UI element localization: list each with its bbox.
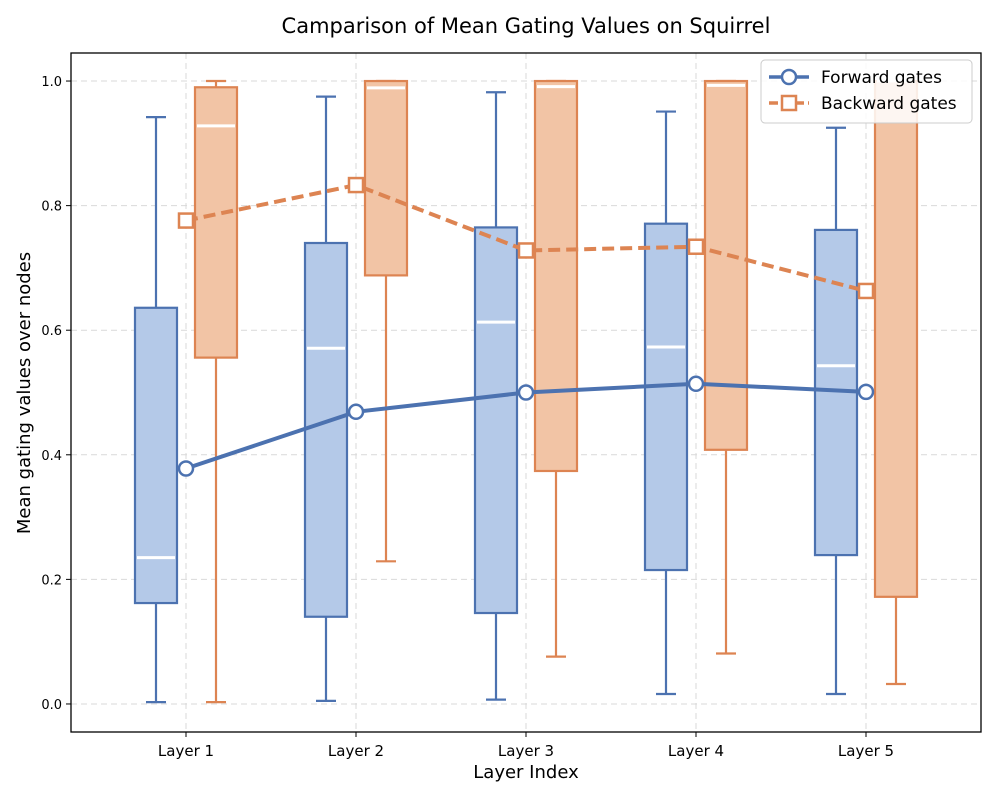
legend-forward-label: Forward gates [821,68,942,88]
box-iqr [303,241,349,618]
backward-mean-marker [347,176,365,194]
y-tick-label: 0.6 [41,324,62,339]
forward-mean-marker [687,375,705,393]
backward-box-layer-1 [193,79,239,704]
y-tick-label: 0.4 [41,449,62,464]
chart-title: Camparison of Mean Gating Values on Squi… [282,14,771,38]
y-tick-label: 0.8 [41,200,62,215]
backward-mean-line [185,182,867,293]
backward-box-layer-5 [873,79,919,686]
legend-forward-marker [780,68,798,86]
forward-box-layer-1 [133,116,179,704]
forward-box-layer-2 [303,95,349,702]
x-tick-label: Layer 5 [838,742,894,760]
forward-box-layer-4 [643,110,689,696]
box-iqr [193,86,239,359]
box-iqr [533,79,579,473]
x-tick-label: Layer 4 [668,742,724,760]
backward-box-layer-4 [703,79,749,655]
backward-box-layer-2 [363,79,409,563]
x-tick-label: Layer 3 [498,742,554,760]
plot-frame [70,52,982,733]
y-tick-label: 1.0 [41,75,62,90]
y-axis-label: Mean gating values over nodes [14,252,35,534]
legend-frame [760,59,973,124]
backward-mean-marker [687,238,705,255]
legend-backward-marker [780,94,798,112]
axes-layer: 0.0 0.2 0.4 0.6 0.8 1.0 Layer 1 Layer 2 Layer 3 L… [41,52,982,760]
box-iqr [363,79,409,277]
box-iqr [473,226,519,615]
x-axis-label: Layer Index [473,762,579,783]
forward-mean-marker [517,384,535,401]
backward-mean-marker [517,242,535,259]
box-iqr [643,222,689,572]
legend: Forward gates Backward gates [760,59,973,124]
box-iqr [703,79,749,451]
forward-box-layer-3 [473,91,519,701]
forward-mean-marker [857,383,875,401]
box-iqr [133,306,179,605]
x-tick-label: Layer 2 [328,742,384,760]
boxes-layer [133,79,919,704]
backward-box-layer-3 [533,79,579,658]
mean-lines-layer [177,176,875,477]
backward-mean-marker [177,212,195,229]
legend-backward-label: Backward gates [821,94,957,114]
forward-box-layer-5 [813,126,859,696]
y-tick-label: 0.2 [41,573,62,588]
forward-mean-marker [347,403,365,421]
y-tick-label: 0.0 [41,698,62,713]
forward-mean-marker [177,460,195,477]
x-tick-label: Layer 1 [158,742,214,760]
backward-mean-marker [857,282,875,300]
box-iqr [873,79,919,598]
